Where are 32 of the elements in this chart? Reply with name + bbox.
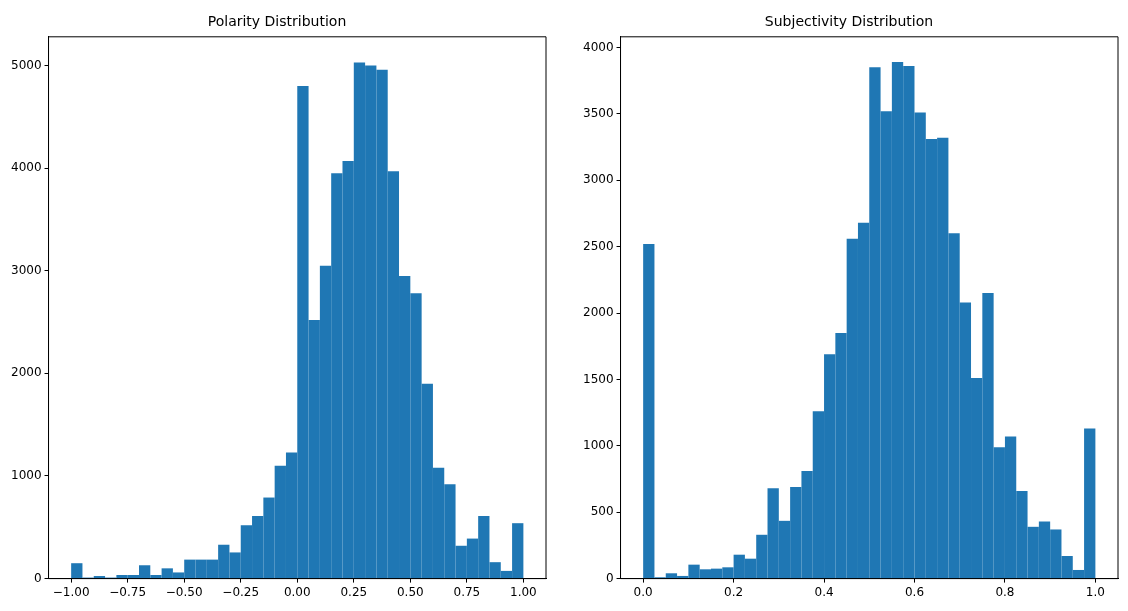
x-tick-label: 0.50 xyxy=(396,584,424,599)
y-tick-label: 2500 xyxy=(582,238,614,253)
x-tick-label: 1.0 xyxy=(1085,584,1105,599)
x-tick-label: 0.8 xyxy=(995,584,1015,599)
y-tick-label: 500 xyxy=(590,504,614,519)
y-tick-label: 0 xyxy=(605,570,614,585)
y-tick-label: 3000 xyxy=(10,262,42,277)
x-tick-label: 0.75 xyxy=(453,584,481,599)
x-tick-label: 0.4 xyxy=(814,584,834,599)
y-tick-label: 1500 xyxy=(582,371,614,386)
x-tick-label: 0.25 xyxy=(340,584,368,599)
y-tick-label: 2000 xyxy=(10,365,42,380)
x-tick-label: 0.2 xyxy=(724,584,744,599)
y-tick-label: 1000 xyxy=(10,468,42,483)
x-tick-label: 0.6 xyxy=(904,584,925,599)
x-tick-label: 0.00 xyxy=(283,584,311,599)
x-tick-label: −0.50 xyxy=(165,584,203,599)
y-tick-label: 4000 xyxy=(10,160,42,175)
chart-title: Subjectivity Distribution xyxy=(764,13,934,30)
y-tick-label: 3000 xyxy=(582,172,614,187)
y-tick-label: 5000 xyxy=(10,57,42,72)
y-tick-label: 3500 xyxy=(582,105,614,120)
x-tick-label: −0.75 xyxy=(109,584,147,599)
y-tick-label: 0 xyxy=(33,570,42,585)
chart-title: Polarity Distribution xyxy=(207,13,347,30)
y-tick-label: 2000 xyxy=(582,305,614,320)
x-tick-label: 1.00 xyxy=(510,584,537,599)
x-tick-label: 0.0 xyxy=(633,584,653,599)
x-tick-label: −1.00 xyxy=(52,584,90,599)
y-tick-label: 4000 xyxy=(582,39,614,54)
y-tick-label: 1000 xyxy=(582,437,614,452)
x-tick-label: −0.25 xyxy=(222,584,260,599)
